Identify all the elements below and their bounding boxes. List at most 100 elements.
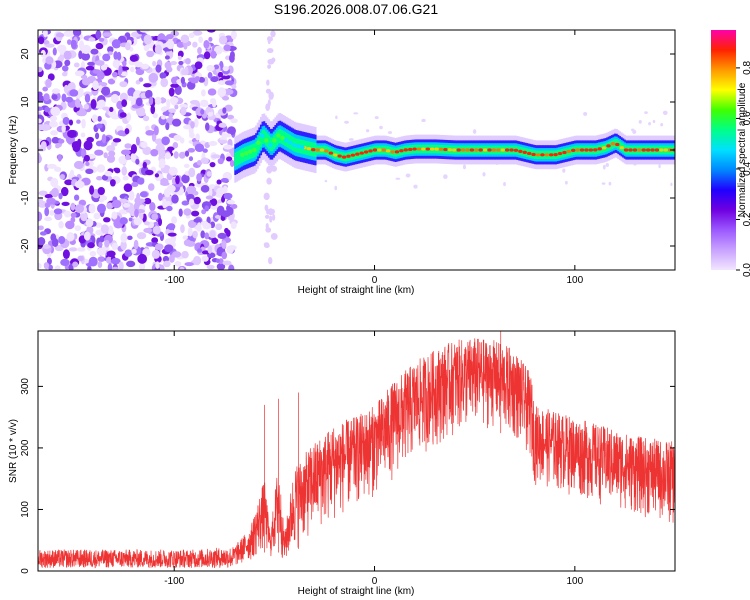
spectrogram-noise-blob [206,64,215,72]
spectrogram-noise-blob [413,184,418,189]
spectrogram-noise-blob [165,122,170,131]
spectrogram-noise-blob [200,230,206,239]
spectrogram-noise-blob [222,260,232,266]
spectrogram-noise-blob [40,140,47,150]
spectrogram-noise-blob [122,60,127,67]
spectrogram-noise-blob [107,51,113,56]
spectrogram-noise-blob [211,237,219,244]
spectrogram-noise-blob [143,227,153,233]
spectrogram-noise-blob [324,179,328,183]
spectrogram-noise-blob [197,248,203,253]
spectrogram-noise-blob [189,99,200,105]
spectrogram-noise-blob [202,148,208,153]
spectrogram-noise-blob [154,173,160,178]
spectrogram-noise-blob [226,245,235,254]
spectrogram-noise-blob [74,70,85,77]
spectrogram-noise-blob [38,106,44,111]
signal-track-core [460,148,466,152]
spectrogram-noise-blob [210,98,216,104]
signal-track-core [350,153,356,157]
signal-track-core [421,147,426,151]
spectrogram-noise-blob [98,37,105,42]
spectrogram-noise-blob [44,194,53,199]
spectrogram-noise-blob [166,39,175,50]
spectrogram-noise-blob [73,62,80,68]
spectrogram-noise-blob [80,132,86,138]
signal-track-band [267,135,271,150]
signal-track-core [575,148,580,152]
spectrogram-noise-blob [118,261,124,270]
spectrogram-noise-blob [165,34,174,40]
spectrogram-noise-blob [40,124,51,131]
signal-track-core [306,147,312,151]
spectrogram-noise-blob [670,182,673,187]
spectrogram-noise-blob [44,106,51,113]
spectrogram-noise-blob [80,211,88,222]
spectrogram-noise-blob [86,136,94,143]
spectrogram-noise-blob [138,77,144,82]
signal-track-core [319,148,325,152]
signal-track-core [518,149,523,153]
spectrogram-noise-blob [51,88,61,94]
spectrogram-noise-blob [51,187,59,198]
chart-title: S196.2026.008.07.06.G21 [274,1,438,17]
spectrogram-noise-blob [348,138,354,141]
spectrogram-noise-blob [74,98,81,108]
spectrogram-noise-blob [264,204,269,212]
spectrogram-noise-blob [96,175,103,181]
spectrogram-noise-blob [335,115,338,120]
spectrogram-noise-blob [217,80,226,86]
spectrogram-noise-blob [61,201,70,207]
spectrogram-noise-blob [644,111,648,114]
spectrogram-noise-blob [139,262,146,270]
spectrogram-noise-blob [227,114,235,120]
spectrogram-noise-blob [183,163,190,168]
spectrogram-noise-blob [119,112,127,118]
signal-track-core [244,151,249,156]
spectrogram-noise-blob [160,115,167,120]
spectrogram-noise-blob [123,202,131,208]
signal-track-band [561,148,564,158]
signal-track-core [531,152,536,157]
spectrogram-noise-blob [62,249,70,260]
spectrogram-noise-blob [147,183,155,191]
spectrogram-noise-blob [221,131,227,140]
spectrogram-noise-blob [170,96,179,104]
spectrogram-noise-blob [107,225,114,236]
spectrogram-noise-blob [472,129,477,134]
spectrogram-noise-blob [272,213,276,221]
spectrogram-noise-blob [112,138,122,143]
spectrogram-noise-blob [38,36,45,45]
signal-track-core [381,148,386,152]
spectrogram-noise-blob [126,235,133,241]
spectrogram-noise-blob [192,30,203,36]
spectrogram-noise-blob [159,72,167,79]
spectrogram-noise-blob [218,258,224,265]
spectrogram-noise-blob [186,185,197,195]
spectrogram-noise-blob [65,96,73,103]
spectrogram-noise-blob [188,156,194,162]
spectrogram-noise-blob [63,84,69,94]
signal-track-core [284,138,289,143]
spectrogram-noise-blob [170,83,179,88]
spectrogram-noise-blob [134,208,139,218]
spectrogram-noise-blob [226,199,235,205]
spectrogram-noise-blob [51,238,59,247]
spectrogram-noise-blob [125,154,131,161]
signal-track-core [372,148,378,152]
spectrogram-noise-blob [119,217,128,225]
spectrogram-noise-blob [265,103,271,112]
spectrogram-noise-blob [124,249,133,257]
spectrogram-noise-blob [135,68,145,76]
spectrogram-noise-blob [605,163,609,167]
spectrogram-noise-blob [162,111,171,116]
spectrogram-noise-blob [462,164,467,170]
spectrogram-noise-blob [149,202,156,212]
spectrogram-noise-blob [91,114,98,123]
signal-track-band [275,131,279,146]
spectrogram-noise-blob [128,217,133,222]
signal-track-core [566,149,572,154]
spectrogram-noise-blob [266,177,272,185]
spectrogram-noise-blob [187,147,196,153]
spectrogram-noise-blob [54,166,62,172]
